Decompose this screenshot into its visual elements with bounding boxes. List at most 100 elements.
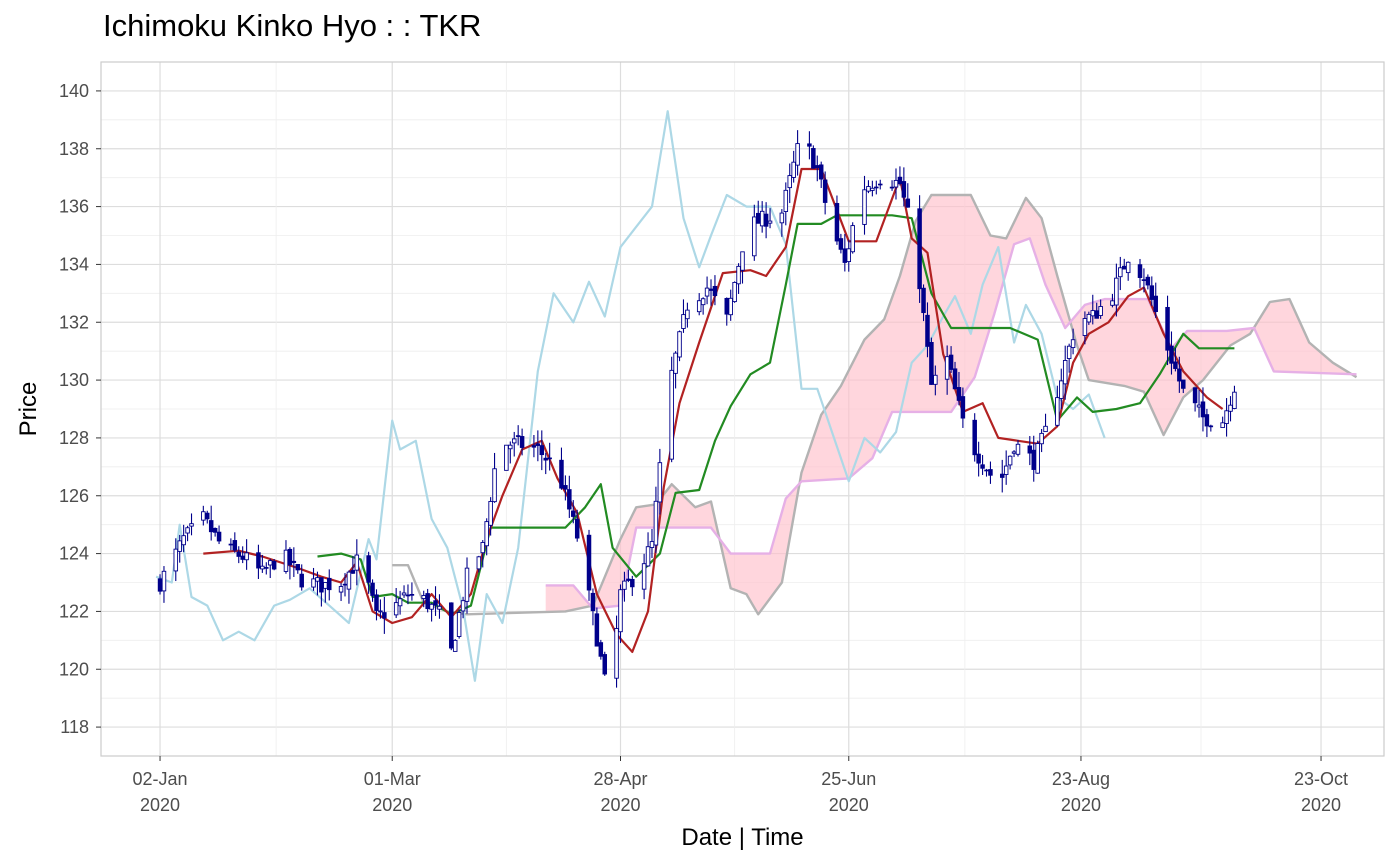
candle-body <box>728 297 733 316</box>
candle-body <box>866 186 871 192</box>
candle-body <box>1196 404 1202 408</box>
candle-body <box>1137 264 1143 278</box>
candle-body <box>574 518 580 539</box>
candle-body <box>401 592 407 596</box>
candle-body <box>677 331 682 358</box>
candle-body <box>1122 265 1127 270</box>
candle-body <box>893 179 899 188</box>
candle-body <box>346 571 352 590</box>
candle-body <box>1153 295 1158 312</box>
candle-body <box>464 567 470 602</box>
candle-body <box>944 356 950 380</box>
grid <box>101 61 1384 757</box>
y-tick-label: 136 <box>59 197 89 217</box>
indicator-lines <box>155 110 1358 682</box>
candle-body <box>681 314 686 329</box>
candle-body <box>456 612 462 637</box>
candle-body <box>212 527 218 533</box>
candle-body <box>988 469 993 476</box>
candle-body <box>1003 465 1009 475</box>
y-tick-label: 124 <box>59 544 89 564</box>
candle-body <box>354 554 360 571</box>
candle-body <box>567 489 572 510</box>
chikou-span-line <box>155 110 1106 682</box>
candle-body <box>559 459 564 489</box>
candle-body <box>818 164 824 180</box>
candle-body <box>870 187 875 191</box>
candle-body <box>393 602 399 616</box>
candle-body <box>622 580 627 590</box>
candle-body <box>1070 339 1076 349</box>
candle-body <box>850 225 855 253</box>
y-tick-label: 132 <box>59 312 89 332</box>
candle-body <box>405 594 411 597</box>
candle-body <box>543 457 548 461</box>
candle-body <box>976 453 981 464</box>
candle-body <box>905 198 911 208</box>
x-tick-year-label: 2020 <box>372 795 412 815</box>
candle-body <box>315 577 320 582</box>
candle-body <box>897 176 903 185</box>
candle-body <box>519 436 525 448</box>
x-axis-ticks: 02-Jan 2020 01-Mar 2020 28-Apr 2020 25-Jun 2020… <box>133 756 1348 815</box>
candle-body <box>480 542 486 554</box>
candle-body <box>815 165 820 169</box>
candle-body <box>571 510 576 517</box>
candle-body <box>228 543 234 546</box>
candle-body <box>1110 300 1115 306</box>
candle-body <box>539 445 545 456</box>
y-axis-title: Price <box>15 382 42 437</box>
candle-body <box>295 564 301 571</box>
candle-body <box>342 583 348 586</box>
candle-body <box>1200 401 1206 418</box>
candle-body <box>1066 345 1072 359</box>
candle-body <box>653 500 659 546</box>
candle-body <box>449 602 454 649</box>
candle-body <box>618 589 623 633</box>
x-tick-label: 23-Aug <box>1052 769 1110 789</box>
candle-body <box>1059 380 1064 399</box>
candle-body <box>366 555 371 583</box>
x-tick-year-label: 2020 <box>829 795 869 815</box>
candle-body <box>838 238 844 250</box>
candle-body <box>173 548 179 572</box>
y-tick-label: 134 <box>59 254 89 274</box>
candle-body <box>484 521 489 547</box>
candle-body <box>563 485 568 490</box>
candle-body <box>614 628 619 679</box>
candle-body <box>460 600 466 612</box>
y-tick-label: 130 <box>59 370 89 390</box>
candle-body <box>508 444 513 450</box>
candle-body <box>712 285 718 297</box>
candle-body <box>645 546 651 567</box>
candle-body <box>889 186 895 189</box>
candle-body <box>244 552 249 561</box>
candle-body <box>1228 404 1233 412</box>
candle-body <box>283 549 289 572</box>
candle-body <box>515 435 521 437</box>
candle-body <box>598 642 604 657</box>
candle-body <box>1141 279 1147 281</box>
candle-body <box>811 148 816 169</box>
candle-body <box>1232 391 1237 409</box>
candle-body <box>980 464 985 469</box>
candle-body <box>877 183 883 186</box>
candle-body <box>1177 368 1182 382</box>
candle-body <box>787 175 792 189</box>
candle-body <box>586 534 592 591</box>
candle-body <box>201 511 206 521</box>
candle-body <box>933 374 938 385</box>
candle-body <box>763 213 769 227</box>
y-tick-label: 126 <box>59 486 89 506</box>
candle-body <box>822 179 828 203</box>
candle-body <box>1035 443 1040 474</box>
candle-body <box>374 594 379 611</box>
candle-body <box>177 540 182 552</box>
candle-body <box>732 281 737 303</box>
candle-body <box>673 352 678 374</box>
candle-body <box>755 212 761 224</box>
candle-body <box>267 560 273 566</box>
candle-body <box>1114 277 1119 306</box>
chart-title: Ichimoku Kinko Hyo : : TKR <box>103 8 482 43</box>
candle-body <box>319 577 324 593</box>
